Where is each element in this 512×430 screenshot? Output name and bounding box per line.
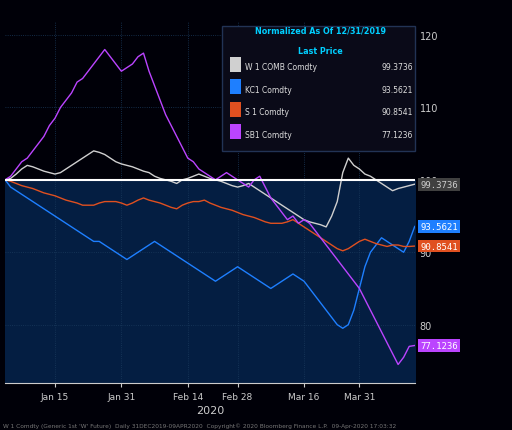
FancyBboxPatch shape xyxy=(230,58,241,73)
Text: S 1 Comdty: S 1 Comdty xyxy=(245,108,289,117)
Text: Normalized As Of 12/31/2019: Normalized As Of 12/31/2019 xyxy=(255,27,386,36)
FancyBboxPatch shape xyxy=(222,27,415,151)
FancyBboxPatch shape xyxy=(230,102,241,117)
Text: 90.8541: 90.8541 xyxy=(420,242,458,251)
Text: 93.5621: 93.5621 xyxy=(381,86,413,95)
FancyBboxPatch shape xyxy=(230,80,241,95)
Text: 99.3736: 99.3736 xyxy=(420,181,458,190)
Text: SB1 Comdty: SB1 Comdty xyxy=(245,130,291,139)
Text: W 1 COMB Comdty: W 1 COMB Comdty xyxy=(245,63,317,72)
Text: KC1 Comdty: KC1 Comdty xyxy=(245,86,291,95)
Text: 99.3736: 99.3736 xyxy=(381,63,413,72)
Text: 77.1236: 77.1236 xyxy=(381,130,413,139)
Text: 93.5621: 93.5621 xyxy=(420,222,458,231)
Text: 77.1236: 77.1236 xyxy=(420,341,458,350)
X-axis label: 2020: 2020 xyxy=(196,405,224,415)
FancyBboxPatch shape xyxy=(230,125,241,140)
Text: W 1 Comdty (Generic 1st 'W' Future)  Daily 31DEC2019-09APR2020  Copyright© 2020 : W 1 Comdty (Generic 1st 'W' Future) Dail… xyxy=(3,422,396,428)
Text: 90.8541: 90.8541 xyxy=(381,108,413,117)
Text: Last Price: Last Price xyxy=(298,47,343,56)
